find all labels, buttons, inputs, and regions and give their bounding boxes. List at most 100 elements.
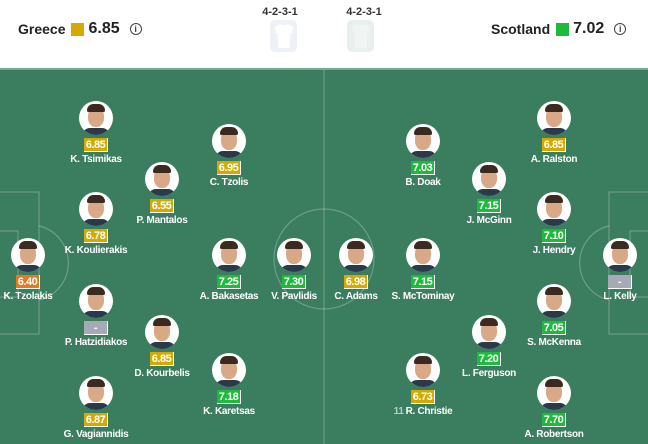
away-kit <box>347 20 374 52</box>
home-formation: 4-2-3-1 <box>262 6 298 18</box>
player-rating-badge: 7.18 <box>216 390 242 404</box>
player-number: 11 <box>393 406 404 417</box>
player-away[interactable]: 6.98 C. Adams <box>306 238 406 302</box>
player-name-row: J. McGinn <box>439 215 539 226</box>
player-name-row: S. McTominay <box>373 291 473 302</box>
player-avatar <box>79 376 113 410</box>
player-home[interactable]: - P. Hatzidiakos <box>46 284 146 348</box>
player-away[interactable]: 7.70 A. Robertson <box>504 376 604 440</box>
player-name-row: C. Tzolis <box>179 177 279 188</box>
info-icon[interactable]: i <box>129 23 142 35</box>
player-name: K. Koulierakis <box>64 245 128 256</box>
player-name-row: S. McKenna <box>504 337 604 348</box>
player-name: K. Tsimikas <box>70 154 122 165</box>
player-rating-badge: 6.95 <box>216 161 242 175</box>
player-rating-badge: - <box>84 321 108 335</box>
player-rating-badge: 7.70 <box>541 413 567 427</box>
player-avatar <box>339 238 373 272</box>
player-away[interactable]: - L. Kelly <box>570 238 648 302</box>
player-rating-badge: - <box>608 275 632 289</box>
player-name: V. Pavlidis <box>271 291 317 302</box>
player-name-row: A. Bakasetas <box>179 291 279 302</box>
player-avatar <box>79 101 113 135</box>
player-name-row: J. Hendry <box>504 245 604 256</box>
player-avatar <box>145 162 179 196</box>
player-home[interactable]: 6.85 D. Kourbelis <box>112 315 212 379</box>
player-name: L. Ferguson <box>462 368 516 379</box>
player-name-row: A. Robertson <box>504 429 604 440</box>
player-home[interactable]: 7.30 V. Pavlidis <box>244 238 344 302</box>
player-rating-badge: 7.10 <box>541 229 567 243</box>
player-away[interactable]: 7.10 J. Hendry <box>504 192 604 256</box>
player-name-row: L. Kelly <box>570 291 648 302</box>
player-home[interactable]: 6.95 C. Tzolis <box>179 124 279 188</box>
player-avatar <box>537 101 571 135</box>
player-rating-badge: 6.87 <box>83 413 109 427</box>
player-name: K. Tzolakis <box>3 291 53 302</box>
player-rating-badge: 7.25 <box>216 275 242 289</box>
player-rating-badge: 6.98 <box>343 275 369 289</box>
player-name: A. Robertson <box>524 429 584 440</box>
player-avatar <box>603 238 637 272</box>
home-team-name: Greece <box>18 21 66 37</box>
player-home[interactable]: 7.18 K. Karetsas <box>179 353 279 417</box>
player-away[interactable]: 7.03 B. Doak <box>373 124 473 188</box>
player-name: S. McTominay <box>391 291 455 302</box>
info-icon[interactable]: i <box>614 23 627 35</box>
player-name-row: G. Vagiannidis <box>46 429 146 440</box>
player-home[interactable]: 6.87 G. Vagiannidis <box>46 376 146 440</box>
player-name-row: B. Doak <box>373 177 473 188</box>
player-name: C. Tzolis <box>209 177 249 188</box>
home-kit <box>270 20 297 52</box>
player-name: J. Hendry <box>532 245 576 256</box>
player-home[interactable]: 6.85 K. Tsimikas <box>46 101 146 165</box>
player-name: A. Ralston <box>530 154 578 165</box>
player-rating-badge: 6.55 <box>149 199 175 213</box>
player-avatar <box>11 238 45 272</box>
away-team-name: Scotland <box>491 21 551 37</box>
player-rating-badge: 6.85 <box>149 352 175 366</box>
shirt-icon <box>274 24 293 48</box>
player-avatar <box>212 124 246 158</box>
player-away[interactable]: 7.05 S. McKenna <box>504 284 604 348</box>
player-avatar <box>537 192 571 226</box>
player-away[interactable]: 7.20 L. Ferguson <box>439 315 539 379</box>
player-avatar <box>472 315 506 349</box>
player-avatar <box>537 284 571 318</box>
player-away[interactable]: 7.15 J. McGinn <box>439 162 539 226</box>
player-rating-badge: 6.40 <box>15 275 41 289</box>
player-name-row: C. Adams <box>306 291 406 302</box>
player-away[interactable]: 7.15 S. McTominay <box>373 238 473 302</box>
player-avatar <box>277 238 311 272</box>
home-team-rating: 6.85 <box>88 20 120 37</box>
player-name: A. Bakasetas <box>199 291 259 302</box>
player-rating-badge: 7.15 <box>410 275 436 289</box>
player-name-row: P. Hatzidiakos <box>46 337 146 348</box>
player-avatar <box>212 353 246 387</box>
player-rating-badge: 7.15 <box>476 199 502 213</box>
player-name-row: P. Mantalos <box>112 215 212 226</box>
player-home[interactable]: 6.55 P. Mantalos <box>112 162 212 226</box>
away-rating-swatch <box>556 22 570 36</box>
player-rating-badge: 7.05 <box>541 321 567 335</box>
player-name: S. McKenna <box>527 337 581 348</box>
player-name-row: A. Ralston <box>504 154 604 165</box>
player-name: P. Mantalos <box>136 215 188 226</box>
away-team-summary: Scotland 7.02 i <box>491 20 627 38</box>
player-name-row: K. Tsimikas <box>46 154 146 165</box>
player-name-row: D. Kourbelis <box>112 368 212 379</box>
shirt-icon <box>351 24 370 48</box>
player-rating-badge: 6.78 <box>83 229 109 243</box>
player-avatar <box>79 284 113 318</box>
player-away[interactable]: 6.73 11 R. Christie <box>373 353 473 417</box>
player-avatar <box>406 353 440 387</box>
player-avatar <box>537 376 571 410</box>
match-header: Greece 6.85 i 4-2-3-1 4-2-3-1 Scotland 7… <box>0 0 648 68</box>
player-home[interactable]: 7.25 A. Bakasetas <box>179 238 279 302</box>
player-away[interactable]: 6.85 A. Ralston <box>504 101 604 165</box>
player-rating-badge: 6.73 <box>410 390 436 404</box>
player-rating-badge: 7.03 <box>410 161 436 175</box>
player-home[interactable]: 6.78 K. Koulierakis <box>46 192 146 256</box>
player-avatar <box>212 238 246 272</box>
player-home[interactable]: 6.40 K. Tzolakis <box>0 238 78 302</box>
